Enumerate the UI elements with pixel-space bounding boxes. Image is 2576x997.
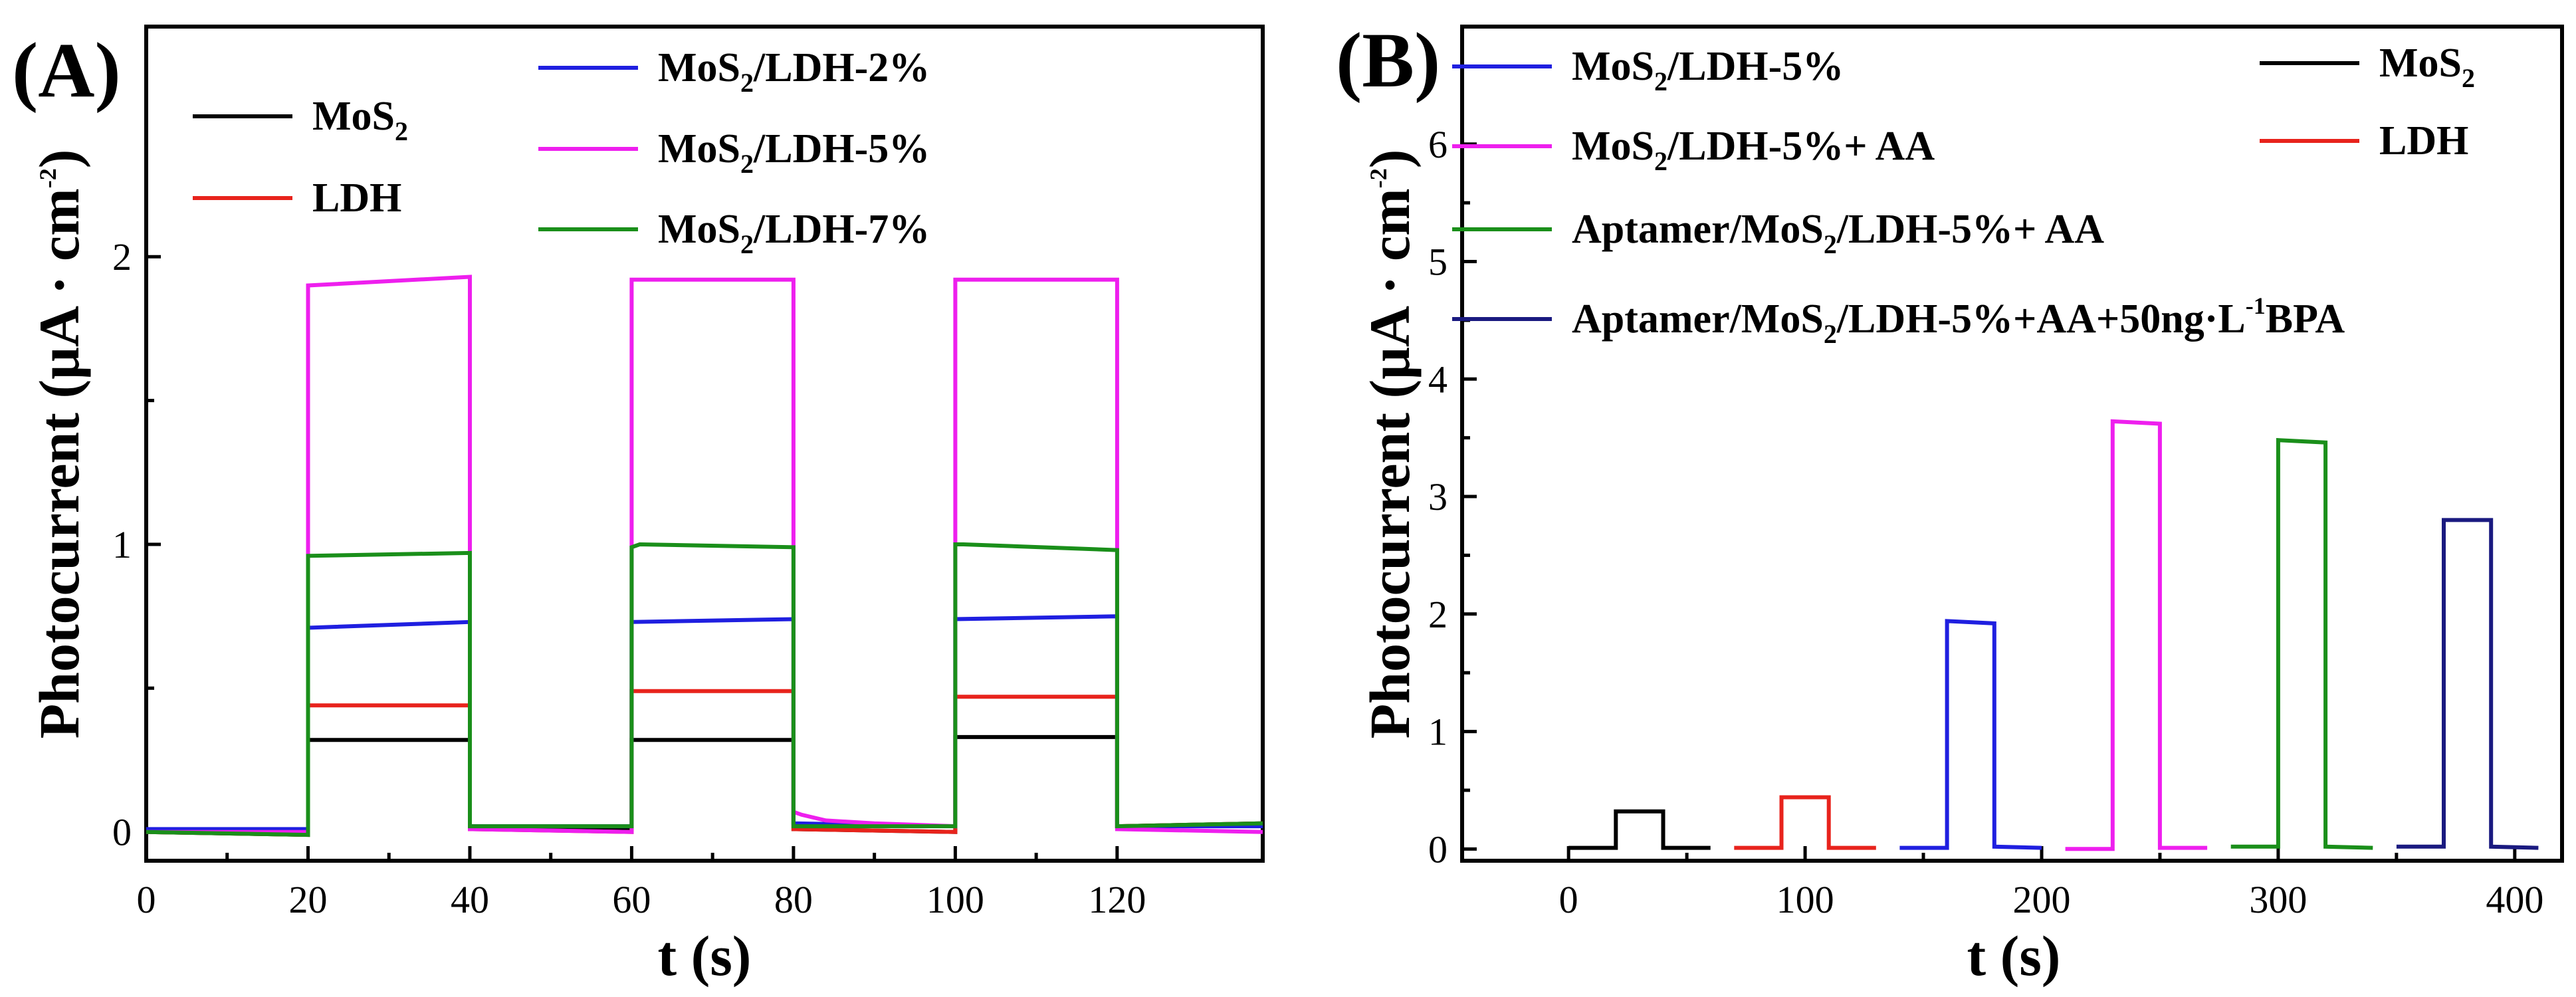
plot-frame bbox=[144, 25, 1265, 863]
y-tick-label: 0 bbox=[112, 811, 132, 854]
legend-text-sub: 2 bbox=[2462, 63, 2475, 93]
x-tick-label: 40 bbox=[451, 878, 489, 921]
y-axis-label-close: ) bbox=[1358, 150, 1422, 169]
legend-text-sub: 2 bbox=[1654, 66, 1667, 96]
legend-text-rest: /LDH-5% bbox=[1667, 44, 1844, 89]
legend-label: MoS2/LDH-5% bbox=[658, 126, 930, 179]
y-axis-label-main: Photocurrent (μA · cm bbox=[27, 188, 91, 738]
legend-text-main: MoS bbox=[658, 45, 740, 90]
y-tick-label: 2 bbox=[112, 235, 132, 278]
legend-text-main: LDH bbox=[312, 175, 401, 221]
y-tick-label: 0 bbox=[1428, 828, 1448, 871]
legend-label: MoS2/LDH-5% bbox=[1572, 44, 1844, 96]
legend-text-main: MoS bbox=[1572, 44, 1654, 89]
x-axis-label: t (s) bbox=[658, 924, 752, 988]
series-line-mos2-ldh-2- bbox=[146, 614, 1263, 831]
legend-label: MoS2 bbox=[312, 94, 408, 146]
legend-text-main: LDH bbox=[2379, 118, 2468, 164]
series-line-aptamer-mos2-ldh-5-aa bbox=[2230, 438, 2373, 850]
legend-text-rest2: BPA bbox=[2266, 296, 2345, 342]
x-tick-label: 20 bbox=[288, 878, 327, 921]
x-tick-label: 120 bbox=[1088, 878, 1146, 921]
x-tick-label: 80 bbox=[774, 878, 813, 921]
y-tick-label: 1 bbox=[112, 523, 132, 566]
legend-label: MoS2 bbox=[2379, 41, 2475, 93]
y-tick-label: 2 bbox=[1428, 593, 1448, 636]
x-tick-label: 400 bbox=[2486, 878, 2543, 921]
y-axis-label-close: ) bbox=[27, 150, 91, 169]
legend-label: LDH bbox=[2379, 118, 2468, 164]
legend-text-sub: 2 bbox=[740, 149, 754, 179]
y-axis-label-sup: -2 bbox=[35, 168, 61, 188]
chart-panel-a: 0 20 40 60 80 100 120 0 1 2 (A) Photocurrent (μA · … bbox=[12, 25, 1265, 988]
legend-label: Aptamer/MoS2/LDH-5%+AA+50ng·L-1BPA bbox=[1572, 292, 2345, 349]
series-line-mos2 bbox=[1568, 809, 1711, 850]
plot-frame bbox=[1460, 25, 2564, 863]
x-tick-label: 0 bbox=[1559, 878, 1578, 921]
legend-text-sup: -1 bbox=[2246, 292, 2266, 319]
legend-text-main: Aptamer/MoS bbox=[1572, 207, 1824, 252]
series-line-ldh bbox=[1734, 795, 1876, 850]
legend-label: LDH bbox=[312, 175, 401, 221]
x-tick-label: 200 bbox=[2012, 878, 2070, 921]
panel-label: (B) bbox=[1336, 17, 1440, 104]
y-tick-label: 6 bbox=[1428, 123, 1448, 166]
y-tick-label: 4 bbox=[1428, 358, 1448, 401]
legend-text-rest: /LDH-5%+ AA bbox=[1836, 207, 2104, 252]
y-axis-label: Photocurrent (μA · cm-2) bbox=[27, 150, 91, 739]
y-tick-label: 1 bbox=[1428, 711, 1448, 754]
series-line-mos2-ldh-5- bbox=[1899, 619, 2042, 850]
series-line-aptamer-mos2-ldh-5-aa-50ng-l-1bpa bbox=[2396, 518, 2539, 850]
legend-text-main: MoS bbox=[2379, 41, 2462, 86]
legend-text-sub: 2 bbox=[1824, 229, 1837, 259]
legend-label: MoS2/LDH-2% bbox=[658, 45, 930, 98]
x-tick-label: 60 bbox=[612, 878, 651, 921]
legend-label: Aptamer/MoS2/LDH-5%+ AA bbox=[1572, 207, 2104, 259]
series-line-mos2-ldh-7- bbox=[146, 542, 1263, 837]
series-line-ldh bbox=[146, 689, 1263, 837]
legend-text-main: MoS bbox=[658, 126, 740, 171]
panel-label: (A) bbox=[12, 27, 121, 114]
legend-text-sub: 2 bbox=[740, 68, 754, 98]
x-tick-label: 300 bbox=[2249, 878, 2307, 921]
y-tick-label: 3 bbox=[1428, 475, 1448, 518]
y-axis-label: Photocurrent (μA · cm-2) bbox=[1358, 150, 1422, 739]
legend-text-sub: 2 bbox=[740, 229, 754, 259]
y-axis-label-sup: -2 bbox=[1365, 168, 1392, 188]
legend-text-sub: 2 bbox=[1654, 146, 1667, 176]
legend-text-main: MoS bbox=[658, 207, 740, 252]
legend-label: MoS2/LDH-7% bbox=[658, 207, 930, 259]
legend-label: MoS2/LDH-5%+ AA bbox=[1572, 124, 1935, 176]
series-line-mos2-ldh-5-aa bbox=[2065, 419, 2208, 851]
x-tick-label: 100 bbox=[926, 878, 984, 921]
legend-text-main: MoS bbox=[1572, 124, 1654, 169]
x-tick-label: 0 bbox=[137, 878, 156, 921]
x-tick-label: 100 bbox=[1776, 878, 1834, 921]
y-axis-label-main: Photocurrent (μA · cm bbox=[1358, 188, 1422, 738]
legend-text-sub: 2 bbox=[1824, 319, 1837, 349]
legend-text-rest: /LDH-5% bbox=[753, 126, 930, 171]
series-line-mos2 bbox=[146, 734, 1263, 837]
legend-text-rest: /LDH-2% bbox=[753, 45, 930, 90]
legend-text-rest: /LDH-7% bbox=[753, 207, 930, 252]
legend-text-rest: /LDH-5%+ AA bbox=[1667, 124, 1935, 169]
chart-panel-b: 0 100 200 300 400 0 1 2 3 4 5 6 (B) Photocurrent (μA … bbox=[1336, 17, 2564, 988]
legend-text-main: MoS bbox=[312, 94, 395, 139]
x-axis-label: t (s) bbox=[1967, 924, 2061, 988]
legend-text-rest: /LDH-5%+AA+50ng·L bbox=[1836, 296, 2246, 342]
legend-text-main: Aptamer/MoS bbox=[1572, 296, 1824, 342]
y-tick-label: 5 bbox=[1428, 241, 1448, 284]
legend-text-sub: 2 bbox=[395, 116, 408, 146]
